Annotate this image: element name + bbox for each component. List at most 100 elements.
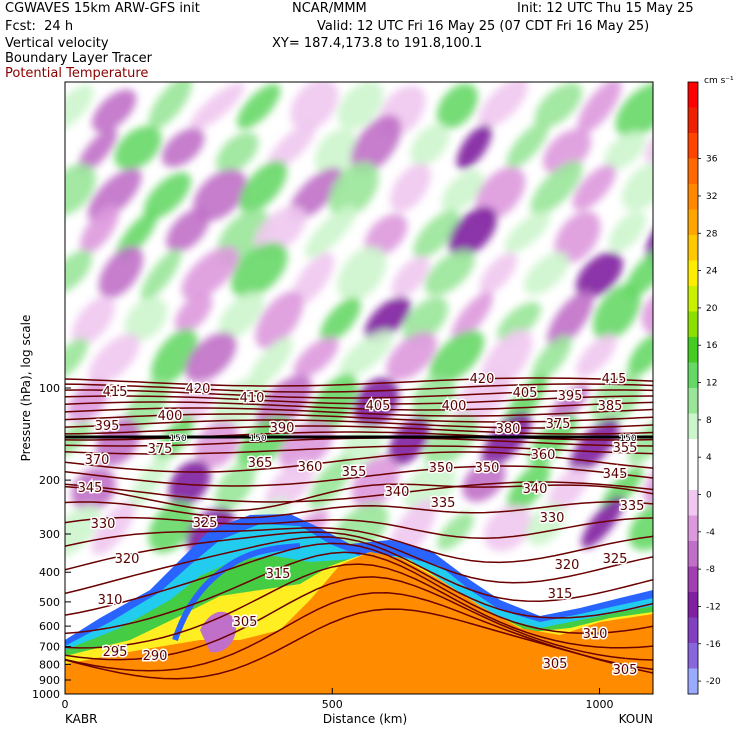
velocity-cell-36 (530, 160, 583, 215)
velocity-cell-56 (231, 242, 288, 298)
theta-label-text-3: 305 (543, 657, 568, 672)
theta-label-text-16: 335 (620, 499, 645, 514)
theta-label-text-33: 390 (270, 421, 295, 436)
theta-label-text-35: 395 (558, 389, 583, 404)
y-tick-label-6: 700 (39, 641, 60, 654)
field-vertical-velocity: Vertical velocity (5, 36, 109, 51)
velocity-cell-18 (315, 128, 358, 177)
theta-label-21: 350 (427, 460, 455, 478)
theta-label-4: 305 (611, 662, 639, 680)
theta-label-text-11: 325 (193, 516, 218, 531)
colorbar-swatch-14 (688, 439, 698, 465)
velocity-cell-132 (148, 500, 195, 553)
theta-contour-21 (65, 407, 653, 417)
theta-label-16: 335 (618, 498, 646, 516)
theta-label-text-20: 345 (603, 467, 628, 482)
x-tick-label-2: 1000 (586, 698, 614, 711)
velocity-cell-27 (87, 168, 142, 222)
velocity-cell-44 (305, 205, 357, 258)
theta-label-text-25: 360 (298, 460, 323, 475)
theta-label-39: 405 (511, 385, 539, 403)
colorbar-swatch-20 (688, 592, 698, 618)
velocity-cell-67 (174, 292, 213, 333)
colorbar-swatch-2 (688, 133, 698, 159)
endpoint-left: KABR (65, 712, 97, 726)
velocity-cell-81 (185, 332, 237, 383)
theta-label-text-23: 355 (342, 465, 367, 480)
velocity-cell-104 (65, 421, 92, 460)
theta-label-42: 415 (600, 371, 628, 389)
y-axis-label: Pressure (hPa), log scale (19, 315, 33, 462)
colorbar-swatch-13 (688, 413, 698, 440)
velocity-cell-68 (218, 291, 265, 339)
velocity-cell-11 (577, 82, 622, 134)
theta-contour-9 (65, 516, 653, 539)
velocity-cell-115 (569, 418, 620, 473)
velocity-cell-78 (65, 338, 89, 382)
theta-contour-13 (65, 465, 653, 487)
theta-contour-19 (65, 419, 653, 429)
velocity-cell-90 (628, 334, 653, 377)
colorbar-swatch-4 (688, 184, 698, 210)
velocity-cell-140 (526, 503, 566, 546)
boundary-layer-labels: 150 150 150 (168, 433, 637, 445)
velocity-cell-65 (71, 296, 115, 346)
theta-label-38: 405 (364, 398, 392, 416)
theta-contour-8 (65, 527, 653, 564)
colorbar-swatch-3 (688, 158, 698, 185)
velocity-cell-46 (413, 210, 460, 259)
theta-label-3: 305 (541, 656, 569, 674)
y-tick-label-1: 200 (39, 474, 60, 487)
y-tick-label-9: 1000 (32, 688, 60, 701)
velocity-cell-130 (65, 504, 101, 559)
colorbar-swatch-6 (688, 235, 698, 261)
velocity-cell-29 (193, 169, 247, 222)
theta-contour-15 (65, 445, 653, 455)
velocity-cell-13 (77, 128, 118, 173)
theta-contour-18 (65, 425, 653, 435)
velocity-cell-20 (410, 123, 450, 166)
x-tick-label-1: 500 (322, 698, 343, 711)
colorbar-tick-label-12: -12 (706, 602, 721, 612)
theta-contour-24 (65, 389, 653, 399)
velocity-cell-34 (441, 170, 484, 213)
velocity-cell-38 (621, 161, 653, 211)
boundary-layer-label-2: 150 (619, 434, 636, 444)
theta-label-17: 340 (383, 484, 411, 502)
velocity-cell-64 (624, 247, 653, 298)
colorbar-swatch-8 (688, 286, 698, 312)
theta-label-24: 355 (611, 440, 639, 458)
velocity-cell-61 (479, 252, 517, 295)
theta-label-43: 420 (184, 381, 212, 399)
boundary-layer-label-0: 150 (169, 434, 186, 444)
velocity-cell-94 (212, 377, 267, 429)
velocity-cell-80 (151, 328, 198, 386)
velocity-cell-106 (155, 414, 194, 463)
velocity-cell-1 (91, 89, 137, 133)
velocity-cell-53 (98, 246, 144, 299)
velocity-cell-95 (256, 375, 312, 430)
theta-contour-25 (65, 383, 653, 393)
theta-label-text-41: 415 (103, 385, 128, 400)
velocity-cell-2 (148, 82, 193, 130)
velocity-cell-116 (628, 416, 653, 465)
velocity-cell-50 (608, 211, 646, 252)
theta-label-text-40: 410 (240, 391, 265, 406)
colorbar-swatch-5 (688, 209, 698, 236)
theta-label-text-31: 380 (496, 422, 521, 437)
theta-label-text-43: 420 (186, 382, 211, 397)
boundary-layer-tracer-field (65, 514, 653, 694)
colorbar-frame (687, 81, 699, 695)
theta-contour-22 (65, 401, 653, 411)
velocity-cell-127 (548, 466, 589, 511)
tracer-blue-streak (172, 543, 301, 641)
velocity-cell-52 (65, 249, 93, 294)
velocity-cell-59 (391, 255, 430, 299)
velocity-cell-33 (390, 163, 431, 213)
velocity-cell-131 (91, 501, 136, 556)
velocity-cell-54 (140, 248, 182, 301)
velocity-cell-112 (424, 414, 478, 468)
colorbar-tick-label-2: 28 (706, 229, 718, 239)
colorbar-tick-label-13: -16 (706, 640, 721, 650)
velocity-cell-85 (386, 331, 437, 381)
